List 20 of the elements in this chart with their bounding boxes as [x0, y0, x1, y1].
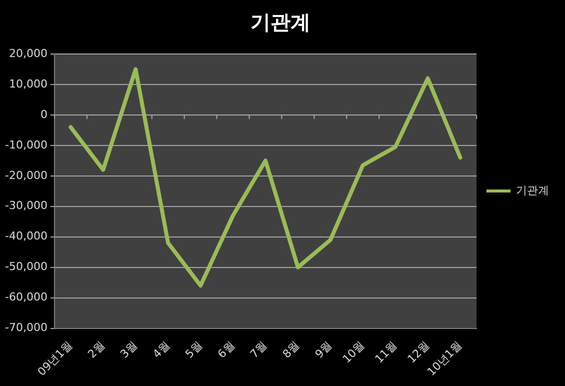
y-tick-label: -60,000: [4, 290, 48, 304]
x-tick-label: 6월: [215, 338, 238, 361]
x-tick-label: 4월: [150, 338, 172, 361]
y-tick-label: -50,000: [4, 260, 48, 274]
y-tick-label: 20,000: [8, 46, 48, 60]
x-tick-label: 2월: [85, 338, 108, 361]
y-tick-label: -70,000: [4, 321, 48, 334]
x-tick-label: 5월: [182, 338, 205, 361]
y-tick-label: -20,000: [4, 168, 48, 182]
y-tick-label: 0: [40, 108, 48, 121]
chart-title: 기관계: [250, 10, 310, 34]
legend-label: 기관계: [516, 184, 549, 197]
x-tick-label: 7월: [248, 338, 270, 361]
x-tick-label: 9월: [312, 338, 335, 361]
y-tick-label: -30,000: [4, 199, 48, 212]
y-tick-label: -40,000: [4, 230, 48, 243]
x-tick-label: 3월: [118, 338, 140, 361]
y-tick-label: 10,000: [8, 77, 48, 90]
x-tick-label: 8월: [280, 338, 302, 361]
y-tick-label: -10,000: [4, 138, 48, 152]
